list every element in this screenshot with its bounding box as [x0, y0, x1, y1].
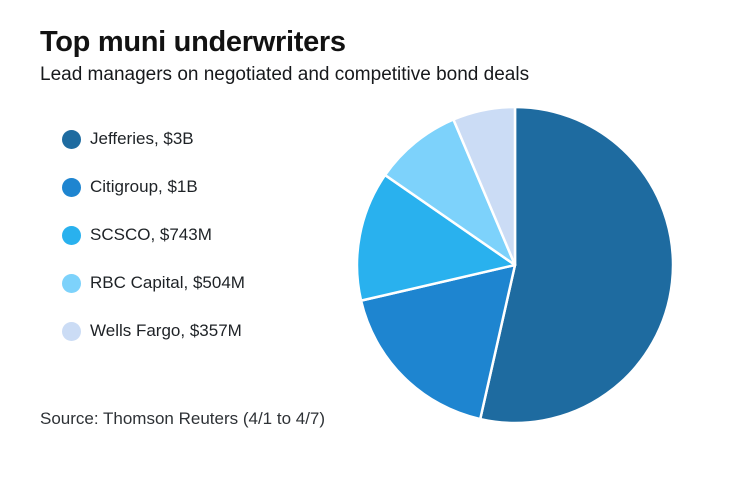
pie-chart [353, 103, 677, 427]
legend-item: RBC Capital, $504M [62, 259, 245, 307]
pie-slice-scsco [355, 173, 517, 302]
legend-item: SCSCO, $743M [62, 211, 245, 259]
legend-swatch-circle-icon [62, 177, 81, 197]
legend-item-label: RBC Capital, $504M [90, 273, 245, 292]
pie-slice-citigroup [359, 263, 517, 421]
legend-item: Citigroup, $1B [62, 163, 245, 211]
legend-item: Wells Fargo, $357M [62, 307, 245, 355]
pie-slice-rbc-capital [383, 118, 517, 267]
chart-subtitle: Lead managers on negotiated and competit… [40, 64, 530, 85]
source-note: Source: Thomson Reuters (4/1 to 4/7) [40, 409, 326, 428]
legend-swatch-circle-icon [62, 225, 81, 245]
pie-slice-jefferies [478, 105, 675, 425]
legend-item-label: Citigroup, $1B [90, 177, 198, 196]
legend-item: Jefferies, $3B [62, 115, 245, 163]
legend-swatch-circle-icon [62, 129, 81, 149]
legend-item-label: SCSCO, $743M [90, 225, 212, 244]
page-title: Top muni underwriters [40, 26, 346, 58]
pie-chart-svg [355, 105, 675, 425]
legend-swatch-circle-icon [62, 273, 81, 293]
legend-item-label: Wells Fargo, $357M [90, 321, 242, 340]
legend: Jefferies, $3B Citigroup, $1B SCSCO, $74… [62, 115, 245, 355]
pie-slice-wells-fargo [452, 105, 517, 267]
legend-swatch-circle-icon [62, 321, 81, 341]
legend-item-label: Jefferies, $3B [90, 129, 194, 148]
